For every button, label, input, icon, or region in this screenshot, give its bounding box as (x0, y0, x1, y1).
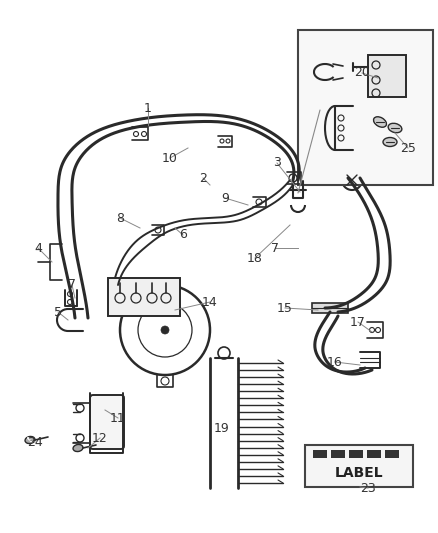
Bar (305, 445, 413, 487)
Circle shape (161, 326, 169, 334)
Bar (331, 450, 345, 458)
Text: 12: 12 (92, 432, 108, 445)
Text: 1: 1 (144, 101, 152, 115)
Bar (298, 30, 433, 185)
Ellipse shape (388, 123, 402, 133)
Text: 25: 25 (400, 141, 416, 155)
Bar (349, 450, 363, 458)
Text: 11: 11 (110, 411, 126, 424)
Bar (312, 303, 348, 313)
FancyBboxPatch shape (90, 395, 124, 449)
Ellipse shape (374, 117, 386, 127)
Text: 2: 2 (199, 172, 207, 184)
Ellipse shape (25, 437, 35, 443)
Text: 3: 3 (273, 157, 281, 169)
Text: 19: 19 (214, 422, 230, 434)
Text: LABEL: LABEL (335, 466, 383, 480)
Text: 20: 20 (354, 67, 370, 79)
Bar (313, 450, 327, 458)
Text: 15: 15 (277, 302, 293, 314)
Ellipse shape (73, 445, 83, 451)
Text: 7: 7 (271, 241, 279, 254)
Text: 4: 4 (34, 241, 42, 254)
Text: 5: 5 (54, 305, 62, 319)
Text: 18: 18 (247, 252, 263, 264)
Ellipse shape (383, 138, 397, 147)
Text: 24: 24 (27, 435, 43, 448)
Text: 10: 10 (162, 151, 178, 165)
Bar (385, 450, 399, 458)
Bar (367, 450, 381, 458)
Text: 17: 17 (350, 316, 366, 328)
Text: 16: 16 (327, 356, 343, 368)
Text: 6: 6 (179, 229, 187, 241)
Text: 23: 23 (360, 481, 376, 495)
Bar (108, 278, 180, 316)
Text: 14: 14 (202, 295, 218, 309)
Text: 8: 8 (116, 212, 124, 224)
Text: 9: 9 (221, 191, 229, 205)
Text: 7: 7 (68, 279, 76, 292)
Bar (368, 55, 406, 97)
